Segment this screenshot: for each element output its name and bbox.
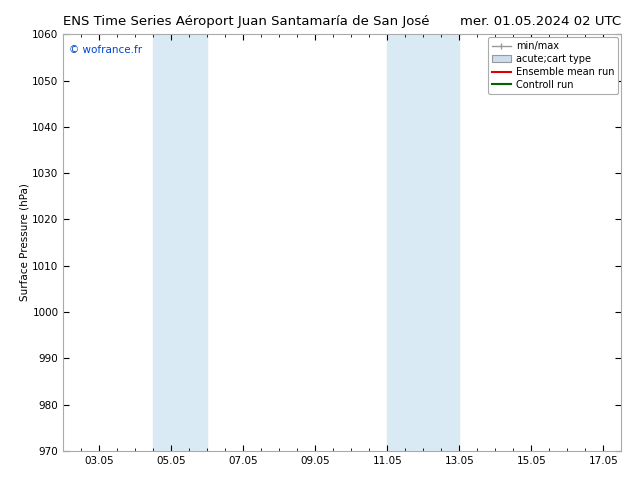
Bar — [153, 34, 207, 451]
Y-axis label: Surface Pressure (hPa): Surface Pressure (hPa) — [20, 184, 30, 301]
Legend: min/max, acute;cart type, Ensemble mean run, Controll run: min/max, acute;cart type, Ensemble mean … — [488, 37, 618, 94]
Text: mer. 01.05.2024 02 UTC: mer. 01.05.2024 02 UTC — [460, 15, 621, 28]
Text: © wofrance.fr: © wofrance.fr — [69, 45, 142, 55]
Text: ENS Time Series Aéroport Juan Santamaría de San José: ENS Time Series Aéroport Juan Santamaría… — [63, 15, 430, 28]
Bar — [387, 34, 460, 451]
